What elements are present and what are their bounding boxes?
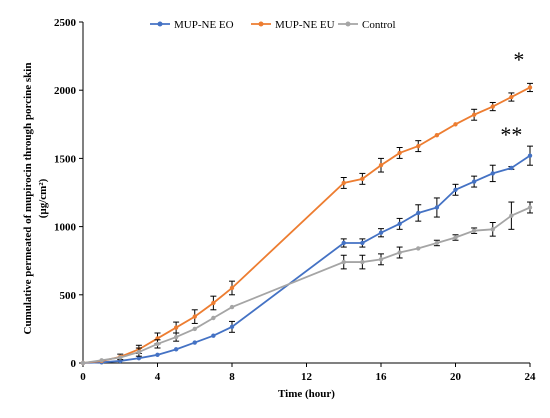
data-point — [378, 163, 384, 168]
data-point — [471, 179, 477, 184]
series-line — [82, 86, 531, 364]
data-point — [80, 360, 86, 366]
y-tick-label: 2500 — [54, 17, 77, 29]
significance-marker: ** — [500, 122, 522, 147]
data-point — [229, 285, 235, 291]
data-point — [453, 122, 458, 127]
data-point — [341, 180, 346, 186]
x-tick-label: 16 — [376, 371, 388, 383]
legend-swatch-marker — [157, 21, 163, 27]
data-point — [341, 259, 346, 265]
data-point — [509, 94, 514, 100]
data-point — [211, 300, 216, 306]
data-point — [155, 341, 160, 347]
data-point — [136, 349, 142, 355]
data-point — [192, 340, 197, 345]
legend-label: MUP-NE EU — [275, 19, 335, 31]
series-line — [82, 206, 531, 364]
data-point — [397, 250, 402, 255]
data-point — [155, 352, 160, 358]
data-point — [509, 213, 514, 218]
data-point — [434, 240, 440, 246]
data-point — [211, 315, 216, 321]
series-line — [82, 154, 531, 364]
x-tick-label: 0 — [80, 371, 86, 383]
x-tick-label: 24 — [525, 371, 537, 383]
data-point — [378, 230, 384, 235]
legend-label: MUP-NE EO — [174, 19, 234, 31]
data-point — [229, 324, 235, 330]
annotations: *** — [500, 47, 524, 147]
data-point — [490, 104, 495, 109]
y-axis-title-line2: (µg/cm²) — [37, 178, 49, 218]
data-point — [434, 205, 440, 210]
data-point — [416, 246, 421, 251]
data-point — [173, 347, 179, 352]
data-point — [360, 259, 365, 265]
data-point — [136, 356, 142, 361]
data-point — [360, 240, 365, 246]
y-tick-label: 500 — [60, 290, 77, 302]
axes: 0 500 1000 1500 2000 2500 0 4 8 12 16 20 24 — [54, 17, 536, 383]
data-point — [378, 257, 384, 262]
y-tick-label: 1500 — [54, 153, 77, 165]
data-point — [527, 205, 533, 210]
legend-swatch-marker — [258, 21, 264, 27]
data-point — [173, 325, 179, 330]
data-point — [527, 153, 533, 158]
data-point — [490, 227, 495, 232]
legend-label: Control — [362, 19, 396, 31]
data-point — [416, 143, 421, 149]
data-point — [490, 171, 495, 176]
data-point — [397, 221, 402, 227]
x-tick-label: 4 — [155, 371, 161, 383]
data-point — [509, 165, 514, 171]
data-point — [453, 235, 458, 240]
data-point — [453, 187, 458, 192]
data-point — [192, 314, 197, 319]
x-tick-label: 20 — [450, 371, 462, 383]
data-point — [416, 210, 421, 216]
significance-marker: * — [513, 47, 524, 72]
series-mup-ne-eo — [80, 145, 533, 366]
x-tick-label: 12 — [301, 371, 313, 383]
x-axis-title: Time (hour) — [278, 388, 335, 400]
data-point — [341, 240, 346, 246]
y-axis-title-line1: Cumulative permeated of mupirocin throug… — [22, 63, 34, 335]
data-point — [173, 334, 179, 340]
y-tick-label: 0 — [71, 358, 77, 370]
data-point — [229, 304, 235, 310]
y-tick-label: 2000 — [54, 85, 77, 97]
legend-swatch-marker — [345, 21, 351, 27]
series-control — [80, 201, 533, 366]
data-point — [397, 150, 402, 156]
data-point — [360, 176, 365, 182]
data-point — [471, 112, 477, 117]
series-layer — [80, 82, 533, 366]
data-point — [471, 228, 477, 233]
data-point — [192, 326, 197, 332]
data-point — [211, 333, 216, 338]
data-point — [434, 133, 440, 138]
legend: MUP-NE EO MUP-NE EU Control — [150, 19, 396, 31]
data-point — [99, 358, 104, 363]
y-tick-label: 1000 — [54, 222, 77, 234]
x-tick-label: 8 — [229, 371, 235, 383]
data-point — [527, 85, 533, 90]
data-point — [118, 355, 123, 360]
